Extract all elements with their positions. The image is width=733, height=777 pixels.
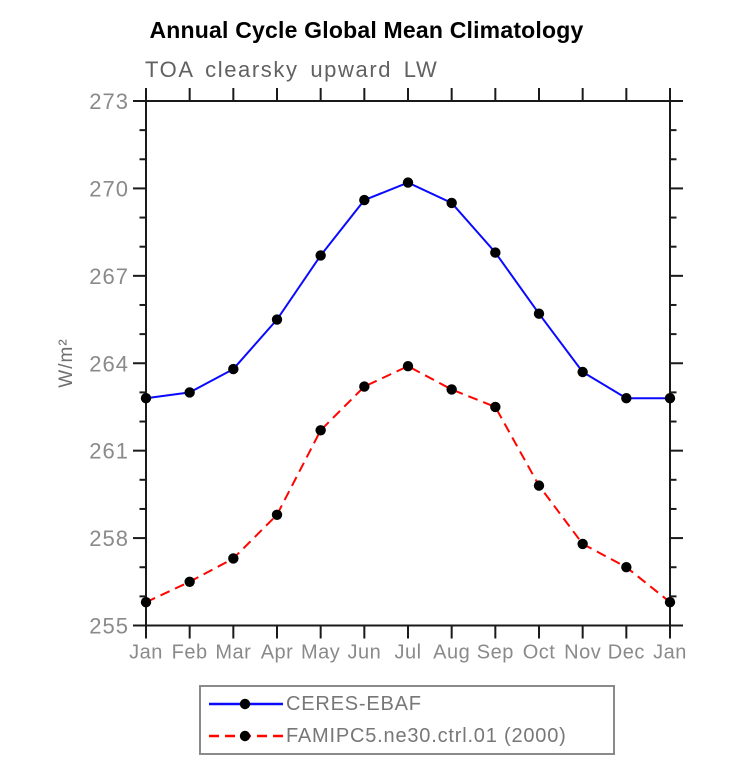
x-tick-label: Jul [394,642,421,664]
data-point-famipc5-ne30-ctrl-01-2000 [184,576,195,587]
data-point-ceres-ebaf [490,247,501,258]
x-tick-label: Nov [564,642,601,664]
y-tick-label: 264 [89,351,129,376]
x-tick-label: Apr [261,642,294,664]
x-tick-label: Sep [477,642,514,664]
legend-marker-dot-icon [239,698,251,710]
x-tick-label: Mar [215,642,251,664]
x-tick-label: Aug [433,642,470,664]
x-tick-label: Feb [172,642,208,664]
y-tick-label: 258 [89,526,129,551]
data-point-famipc5-ne30-ctrl-01-2000 [271,509,283,520]
x-tick-label: May [301,642,340,664]
data-point-famipc5-ne30-ctrl-01-2000 [359,381,370,392]
x-tick-label: Oct [523,642,556,664]
plot-area: Jan Feb Mar Apr May Jun Jul Aug Sep Oct Nov Dec Jan2… [89,88,687,664]
data-point-ceres-ebaf [359,194,370,206]
data-point-ceres-ebaf [533,308,545,319]
data-point-famipc5-ne30-ctrl-01-2000 [228,553,239,564]
legend-item-ceres-ebaf: CERES-EBAF [205,689,613,719]
series-line-famipc5-ne30-ctrl-01-2000 [145,365,671,604]
data-point-ceres-ebaf [315,250,326,261]
data-point-famipc5-ne30-ctrl-01-2000 [446,384,457,395]
data-point-famipc5-ne30-ctrl-01-2000 [621,562,632,573]
data-point-ceres-ebaf [140,393,152,404]
series-famipc5-ne30-ctrl-01-2000 [140,360,676,608]
legend: CERES-EBAF FAMIPC5.ne30.ctrl.01 (2000) [199,685,615,755]
x-tick-label: Jun [347,642,381,664]
data-point-famipc5-ne30-ctrl-01-2000 [140,596,152,608]
y-tick-label: 270 [89,176,129,201]
data-point-ceres-ebaf [621,393,632,404]
legend-label-famipc5: FAMIPC5.ne30.ctrl.01 (2000) [286,724,567,747]
data-point-famipc5-ne30-ctrl-01-2000 [315,425,326,436]
x-tick-label: Dec [608,642,645,664]
legend-label-ceres-ebaf: CERES-EBAF [286,692,422,715]
x-tick-label: Jan [653,642,687,664]
chart-title: Annual Cycle Global Mean Climatology [149,17,584,43]
y-ticks: 255 258 261 264 267 270 273 [89,89,683,639]
y-tick-label: 255 [89,614,129,639]
data-point-ceres-ebaf [446,197,457,209]
y-tick-label: 273 [89,89,129,114]
data-point-famipc5-ne30-ctrl-01-2000 [402,360,414,372]
x-tick-label: Jan [129,642,163,664]
data-point-ceres-ebaf [184,387,195,398]
legend-item-famipc5: FAMIPC5.ne30.ctrl.01 (2000) [205,721,613,751]
x-ticks: Jan Feb Mar Apr May Jun Jul Aug Sep Oct Nov Dec Jan [129,88,687,664]
series-ceres-ebaf [140,177,676,404]
data-point-ceres-ebaf [664,393,676,404]
legend-marker-dot-icon [239,730,251,742]
data-point-ceres-ebaf [271,314,283,325]
chart-subtitle: TOA clearsky upward LW [145,57,439,82]
data-point-ceres-ebaf [577,366,588,378]
legend-line-sample-solid [209,698,283,710]
data-point-ceres-ebaf [228,363,239,375]
data-point-famipc5-ne30-ctrl-01-2000 [577,538,588,550]
legend-line-sample-dashed [209,730,283,742]
data-point-ceres-ebaf [402,177,414,188]
y-tick-label: 267 [89,264,129,289]
data-point-famipc5-ne30-ctrl-01-2000 [533,480,545,491]
y-tick-label: 261 [89,439,129,464]
data-point-famipc5-ne30-ctrl-01-2000 [664,596,676,608]
data-point-famipc5-ne30-ctrl-01-2000 [490,401,501,413]
